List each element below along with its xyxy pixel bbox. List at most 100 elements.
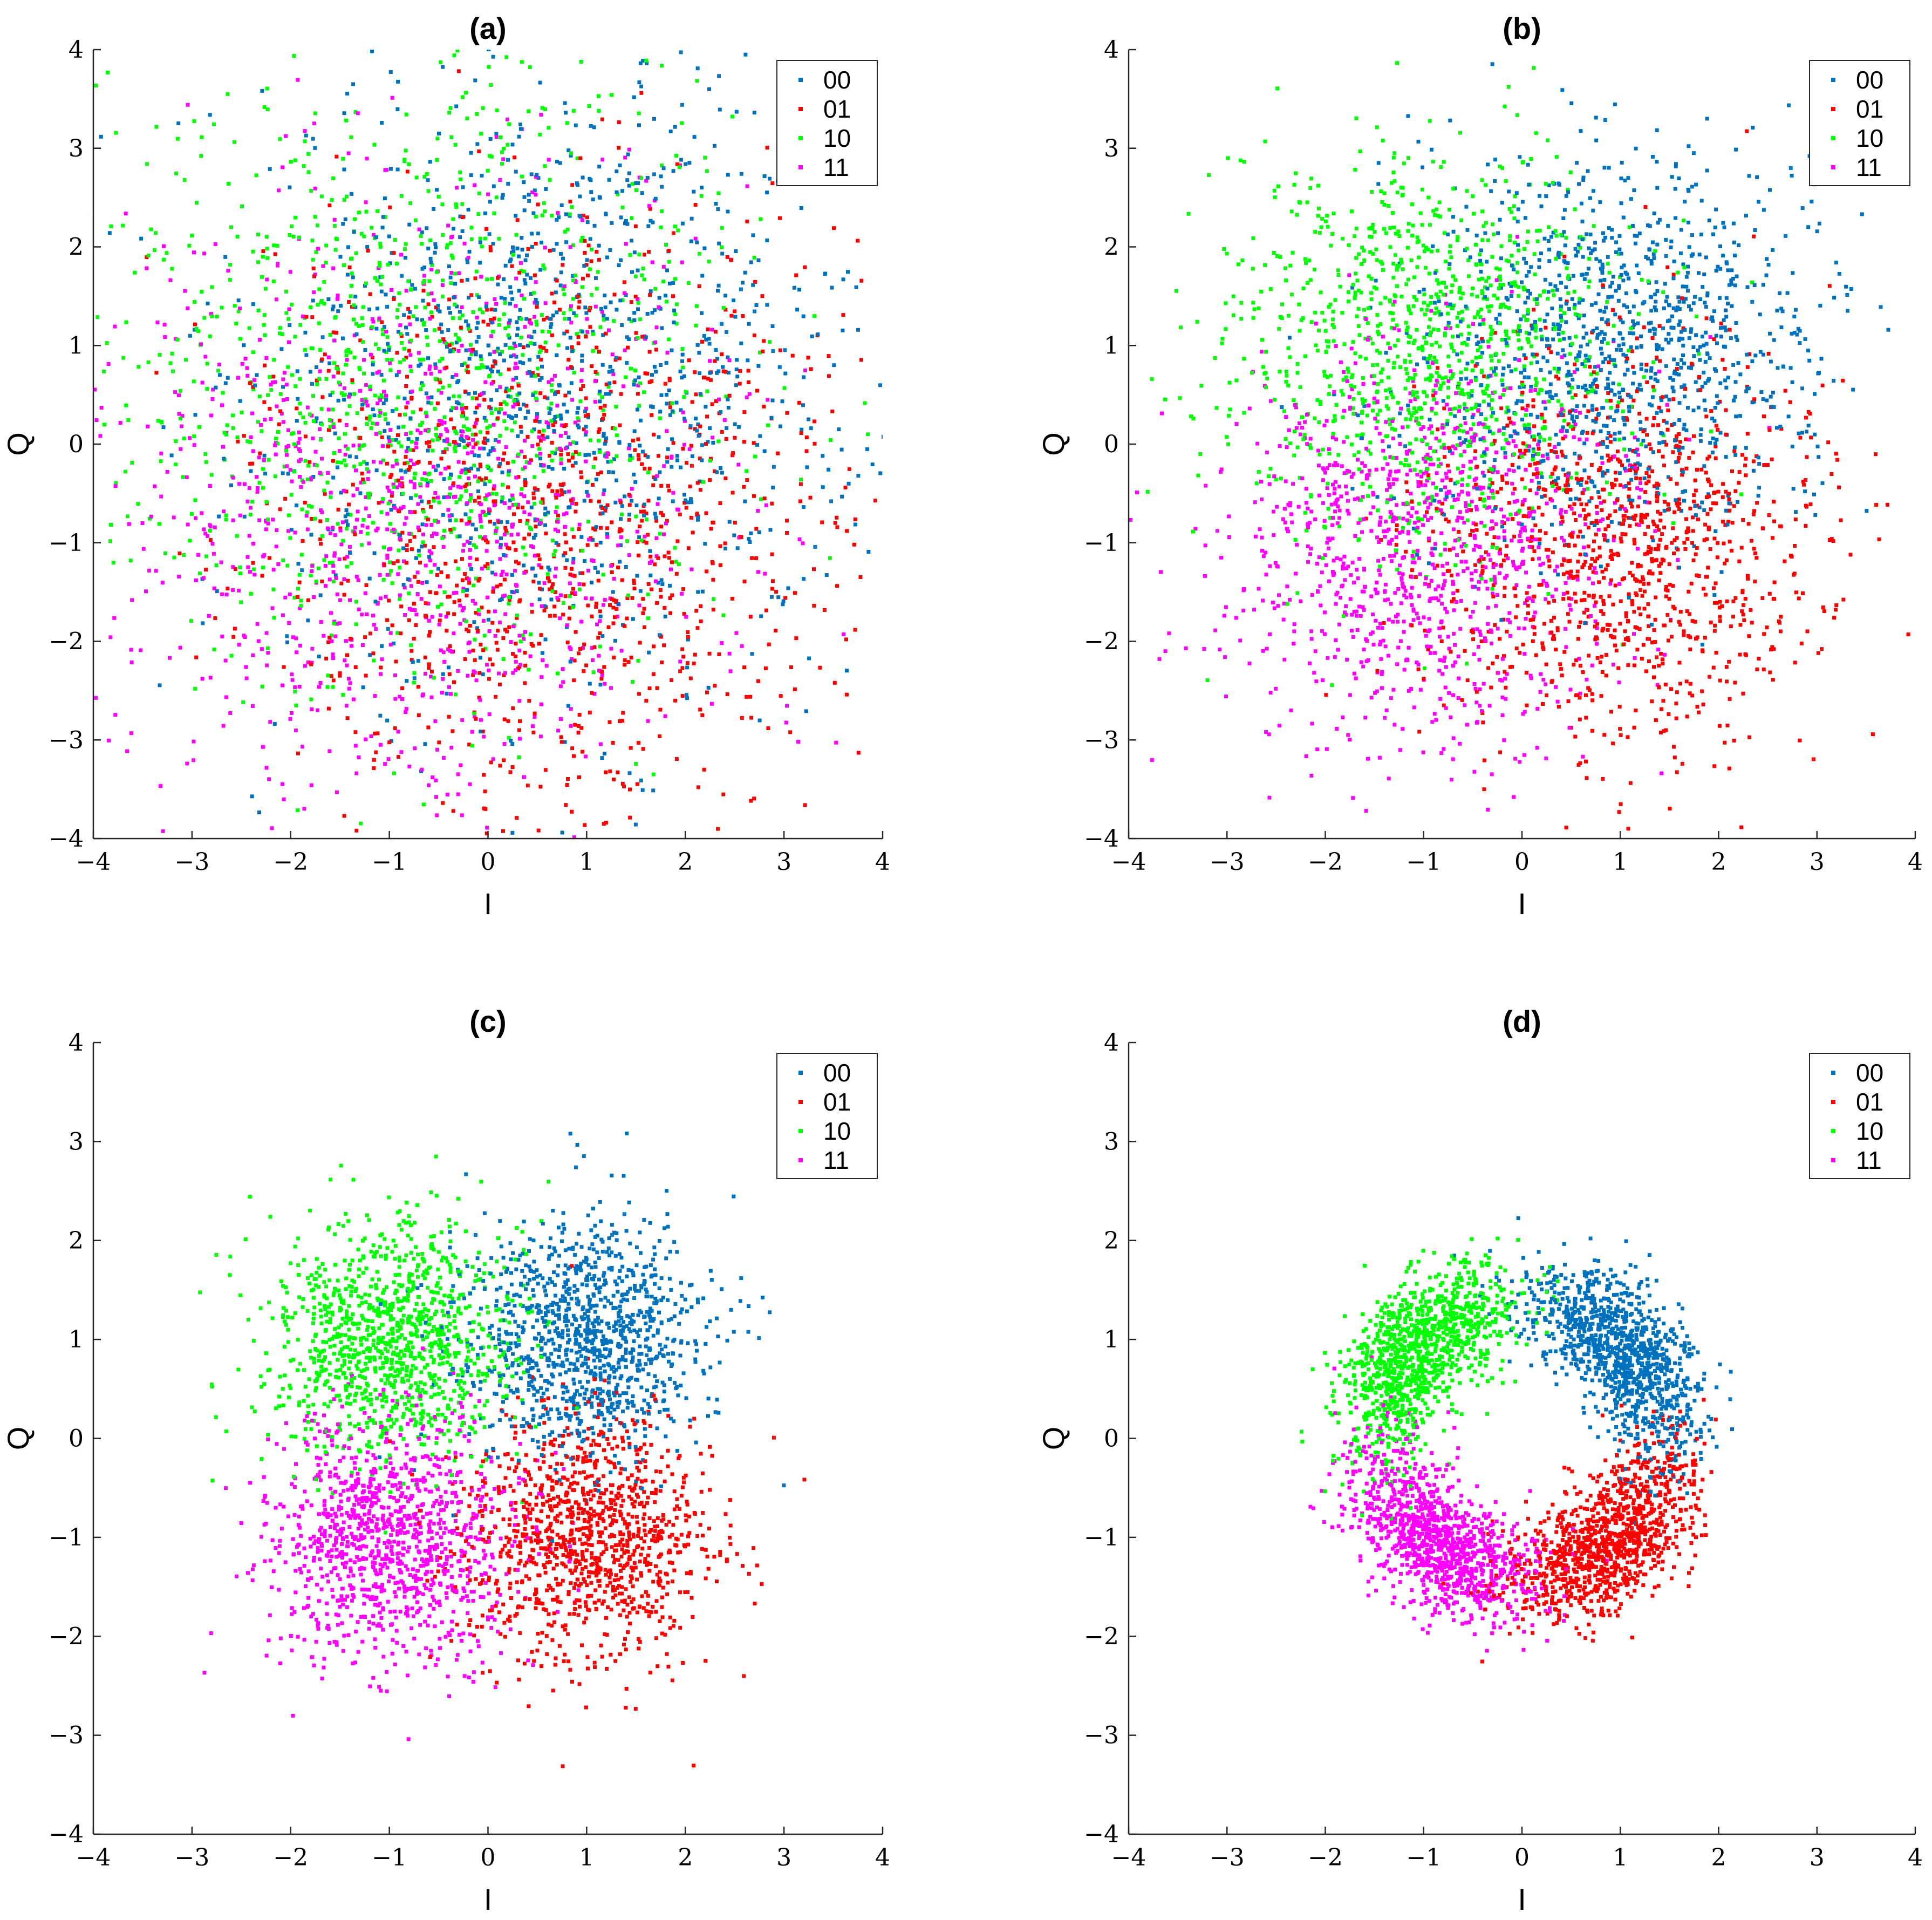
data-point-10 — [293, 335, 297, 339]
data-point-10 — [752, 256, 756, 260]
data-point-01 — [537, 922, 541, 926]
data-point-01 — [648, 554, 653, 559]
data-point-10 — [234, 322, 238, 326]
data-point-01 — [746, 369, 750, 373]
data-point-00 — [680, 376, 684, 380]
data-point-11 — [276, 262, 280, 266]
data-point-10 — [310, 505, 314, 509]
data-point-00 — [636, 407, 639, 412]
data-point-01 — [339, 581, 344, 585]
data-point-10 — [553, 549, 557, 553]
data-point-10 — [455, 534, 460, 539]
data-point-11 — [485, 663, 489, 667]
data-point-00 — [519, 430, 523, 434]
data-point-01 — [1624, 611, 1628, 615]
data-point-01 — [693, 652, 697, 657]
data-point-10 — [365, 422, 369, 426]
data-point-10 — [638, 381, 643, 385]
data-point-01 — [559, 453, 563, 457]
data-point-01 — [566, 452, 570, 457]
data-point-11 — [310, 569, 314, 573]
data-point-00 — [856, 474, 861, 478]
data-point-01 — [461, 411, 465, 416]
data-point-11 — [441, 650, 446, 655]
data-point-01 — [487, 609, 491, 614]
data-point-10 — [504, 426, 509, 431]
data-point-10 — [188, 539, 192, 543]
data-point-10 — [265, 86, 269, 91]
data-point-01 — [282, 665, 286, 669]
data-point-01 — [723, 370, 728, 374]
data-point-11 — [1377, 523, 1382, 527]
data-point-00 — [518, 407, 522, 411]
data-point-11 — [479, 275, 483, 279]
data-point-01 — [835, 584, 839, 588]
data-point-00 — [304, 133, 308, 138]
data-point-00 — [582, 264, 586, 268]
data-point-01 — [399, 604, 404, 609]
data-point-11 — [378, 573, 382, 577]
data-point-11 — [539, 702, 543, 706]
data-point-01 — [395, 351, 399, 355]
data-point-01 — [1651, 385, 1655, 389]
data-point-11 — [274, 452, 278, 457]
data-point-01 — [798, 482, 803, 486]
data-point-10 — [395, 631, 400, 635]
data-point-11 — [417, 351, 421, 355]
data-point-00 — [342, 398, 346, 402]
x-tick-label: 4 — [875, 848, 890, 876]
data-point-11 — [298, 475, 302, 479]
data-point-11 — [558, 593, 563, 597]
data-point-11 — [426, 602, 431, 606]
data-point-00 — [736, 425, 741, 429]
data-point-10 — [481, 478, 486, 482]
data-point-11 — [378, 596, 383, 601]
data-point-00 — [531, 566, 535, 570]
data-point-00 — [600, 634, 605, 638]
data-point-01 — [853, 628, 857, 632]
data-point-11 — [346, 151, 351, 155]
data-point-11 — [224, 593, 229, 597]
data-point-10 — [479, 132, 483, 136]
data-point-00 — [1448, 118, 1452, 122]
data-point-00 — [527, 193, 531, 197]
data-point-10 — [342, 458, 346, 462]
data-point-11 — [78, 510, 81, 514]
data-point-00 — [446, 328, 450, 332]
data-point-11 — [522, 494, 527, 499]
data-point-00 — [717, 74, 721, 78]
data-point-11 — [554, 567, 558, 571]
data-point-10 — [231, 426, 235, 430]
data-point-11 — [213, 242, 217, 246]
data-point-10 — [477, 366, 482, 370]
data-point-01 — [567, 616, 571, 621]
data-point-00 — [535, 301, 540, 305]
data-point-00 — [654, 515, 658, 520]
data-point-01 — [856, 751, 861, 755]
data-point-11 — [324, 584, 327, 588]
data-point-00 — [467, 357, 472, 361]
data-point-00 — [515, 246, 520, 250]
data-point-11 — [36, 502, 39, 506]
data-point-10 — [377, 261, 381, 265]
data-point-11 — [460, 407, 464, 411]
data-point-11 — [365, 612, 369, 616]
data-point-01 — [686, 630, 690, 634]
data-point-00 — [632, 250, 637, 255]
data-point-00 — [1702, 508, 1706, 512]
data-point-11 — [663, 714, 667, 718]
data-point-01 — [489, 318, 493, 322]
data-point-01 — [927, 745, 931, 748]
data-point-01 — [438, 380, 442, 385]
data-point-11 — [1428, 596, 1432, 601]
data-point-10 — [298, 401, 302, 406]
data-point-11 — [224, 695, 228, 699]
data-point-11 — [347, 677, 351, 681]
data-point-01 — [675, 539, 680, 543]
data-point-01 — [435, 573, 439, 577]
data-point-10 — [408, 431, 413, 435]
data-point-01 — [634, 331, 638, 335]
data-point-11 — [737, 535, 741, 540]
data-point-00 — [306, 618, 310, 623]
data-point-11 — [398, 323, 402, 328]
